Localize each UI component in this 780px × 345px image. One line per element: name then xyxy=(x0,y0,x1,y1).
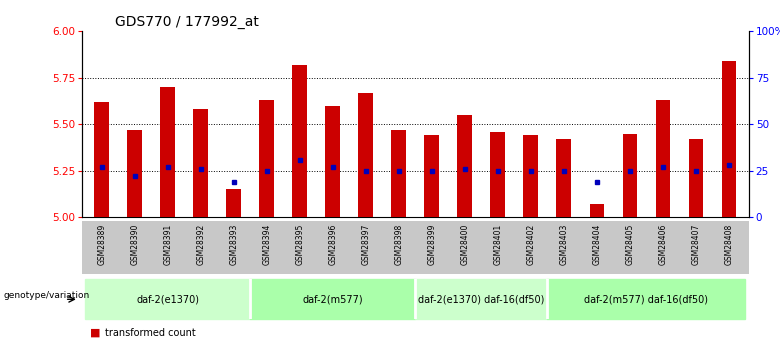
Bar xyxy=(415,279,548,319)
Text: GSM28404: GSM28404 xyxy=(593,224,601,265)
Bar xyxy=(590,204,604,217)
Bar xyxy=(292,65,307,217)
Bar xyxy=(260,100,275,217)
Text: GSM28400: GSM28400 xyxy=(460,224,470,265)
Text: GSM28396: GSM28396 xyxy=(328,224,337,265)
Text: GSM28391: GSM28391 xyxy=(163,224,172,265)
Text: daf-2(m577): daf-2(m577) xyxy=(303,294,363,304)
Bar xyxy=(392,130,406,217)
Text: GSM28401: GSM28401 xyxy=(494,224,502,265)
Bar xyxy=(457,115,473,217)
Bar xyxy=(722,61,736,217)
Text: daf-2(e1370): daf-2(e1370) xyxy=(136,294,199,304)
Bar xyxy=(193,109,208,217)
Text: GSM28392: GSM28392 xyxy=(197,224,205,265)
Bar xyxy=(655,100,670,217)
Bar xyxy=(85,279,250,319)
Text: GSM28397: GSM28397 xyxy=(361,224,370,265)
Bar xyxy=(358,92,374,217)
Text: GSM28407: GSM28407 xyxy=(692,224,700,265)
Bar xyxy=(161,87,176,217)
Text: transformed count: transformed count xyxy=(105,328,196,338)
Text: GSM28406: GSM28406 xyxy=(658,224,668,265)
Text: GSM28394: GSM28394 xyxy=(262,224,271,265)
Text: daf-2(m577) daf-16(df50): daf-2(m577) daf-16(df50) xyxy=(584,294,708,304)
Text: GSM28395: GSM28395 xyxy=(296,224,304,265)
Text: genotype/variation: genotype/variation xyxy=(4,291,90,300)
Text: GSM28399: GSM28399 xyxy=(427,224,436,265)
Bar xyxy=(250,279,415,319)
Text: GSM28405: GSM28405 xyxy=(626,224,634,265)
Text: GSM28408: GSM28408 xyxy=(725,224,733,265)
Bar xyxy=(689,139,704,217)
Bar xyxy=(226,189,241,217)
Bar xyxy=(622,134,637,217)
Text: GSM28398: GSM28398 xyxy=(395,224,403,265)
Bar xyxy=(556,139,571,217)
Bar xyxy=(491,132,505,217)
Bar xyxy=(127,130,142,217)
Bar xyxy=(94,102,109,217)
Text: ■: ■ xyxy=(90,328,100,338)
Text: daf-2(e1370) daf-16(df50): daf-2(e1370) daf-16(df50) xyxy=(418,294,544,304)
Text: GSM28390: GSM28390 xyxy=(130,224,139,265)
Text: GSM28403: GSM28403 xyxy=(559,224,569,265)
Text: GSM28402: GSM28402 xyxy=(526,224,535,265)
Bar xyxy=(325,106,340,217)
Text: GDS770 / 177992_at: GDS770 / 177992_at xyxy=(115,14,259,29)
Bar xyxy=(548,279,746,319)
Bar xyxy=(523,135,538,217)
Bar xyxy=(424,135,439,217)
Text: GSM28393: GSM28393 xyxy=(229,224,238,265)
Text: GSM28389: GSM28389 xyxy=(98,224,106,265)
